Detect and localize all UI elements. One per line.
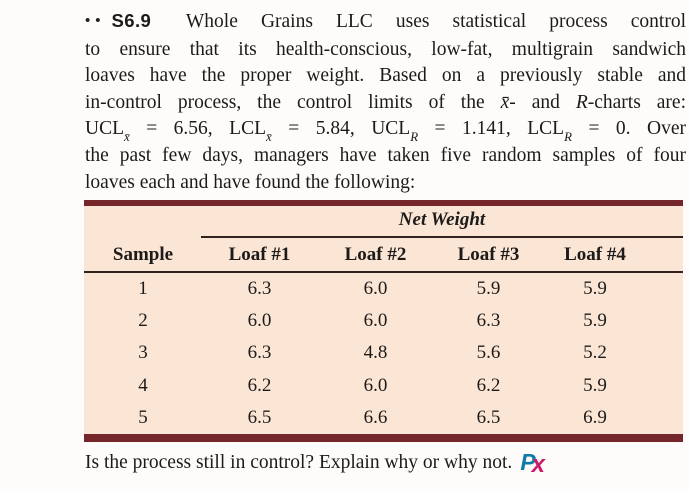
table-cell: 6.3: [247, 278, 272, 300]
table-cell: 6.9: [583, 406, 607, 428]
px-icon-p: P: [520, 449, 536, 475]
table-cell: 3: [138, 342, 148, 364]
table-cell: 4.8: [363, 342, 388, 364]
problem-line-2: to ensure that its health-conscious, low…: [85, 38, 686, 60]
problem-text: Over: [647, 118, 687, 140]
table-cell: 6.2: [476, 374, 501, 396]
column-header-loaf4: Loaf #4: [564, 243, 626, 265]
r-subscript: R: [564, 130, 572, 145]
problem-line-6: the past few days, managers have taken f…: [85, 144, 686, 166]
table-cell: 6.0: [247, 310, 272, 332]
r-symbol: R: [575, 91, 588, 113]
group-header-net-weight: Net Weight: [398, 209, 486, 230]
problem-number: S6.9: [111, 10, 152, 31]
problem-statement: •• S6.9 Whole Grains LLC uses statistical…: [85, 8, 686, 196]
table-cell: 6.0: [363, 310, 388, 332]
table-row: 1 6.3 6.0 5.9 5.9: [84, 273, 683, 305]
table-bottom-border: [84, 433, 683, 442]
table-cell: 6.3: [247, 342, 272, 364]
lcl-r-value: = 0.: [588, 118, 631, 140]
table-row: 3 6.3 4.8 5.6 5.2: [84, 337, 683, 369]
problem-line-1: •• S6.9 Whole Grains LLC uses statistical…: [85, 8, 686, 37]
table-cell: 5.9: [583, 310, 607, 332]
table-row: 5 6.5 6.6 6.5 6.9: [84, 402, 683, 434]
lcl-r-label: LCL: [527, 118, 565, 140]
px-icon-x: x: [531, 451, 546, 478]
question-text: Is the process still in control? Explain…: [85, 452, 513, 473]
table-cell: 5.9: [476, 278, 501, 300]
table-cell: 1: [138, 278, 148, 300]
table-cell: 6.0: [363, 374, 388, 396]
table-cell: 5.6: [476, 342, 501, 364]
ucl-xbar-label: UCL: [85, 118, 124, 140]
problem-line-7: loaves each and have found the following…: [85, 171, 416, 193]
lcl-xbar-value: = 5.84,: [288, 118, 355, 140]
column-header-sample: Sample: [112, 243, 174, 265]
difficulty-dots-icon: ••: [85, 12, 106, 29]
table-top-border: [84, 200, 683, 206]
table-cell: 6.5: [247, 406, 272, 428]
problem-line-3: loaves have the proper weight. Based on …: [85, 65, 686, 87]
table-cell: 6.3: [476, 310, 501, 332]
table-cell: 5: [138, 406, 148, 428]
table-cell: 6.5: [476, 406, 501, 428]
table-row: 2 6.0 6.0 6.3 5.9: [84, 305, 683, 337]
group-header-row: Net Weight: [84, 206, 683, 238]
table-cell: 5.9: [583, 278, 607, 300]
net-weight-table: Net Weight Sample Loaf #1 Loaf #2 Loaf #…: [84, 200, 683, 442]
problem-text: Whole Grains LLC uses statistical proces…: [185, 11, 686, 32]
table-cell: 5.9: [583, 374, 607, 396]
table-row: 4 6.2 6.0 6.2 5.9: [84, 370, 683, 402]
problem-text: -charts are:: [587, 91, 686, 113]
problem-line-4: in-control process, the control limits o…: [85, 90, 686, 117]
ucl-xbar-value: = 6.56,: [146, 118, 213, 140]
lcl-xbar-label: LCL: [229, 118, 267, 140]
column-header-loaf2: Loaf #2: [344, 243, 407, 265]
table-cell: 6.0: [363, 278, 388, 300]
r-subscript: R: [410, 130, 419, 145]
xbar-subscript: x̄: [124, 130, 130, 145]
column-header-loaf1: Loaf #1: [228, 243, 291, 265]
problem-text: in-control process, the control limits o…: [85, 91, 485, 113]
px-software-icon: Px: [520, 449, 546, 478]
table-cell: 2: [138, 310, 148, 332]
table-cell: 6.2: [247, 374, 272, 396]
ucl-r-label: UCL: [371, 118, 411, 140]
table-header-row: Sample Loaf #1 Loaf #2 Loaf #3 Loaf #4: [84, 238, 683, 273]
ucl-r-value: = 1.141,: [434, 118, 511, 140]
question-line: Is the process still in control? Explain…: [85, 447, 685, 478]
group-header-rule: [201, 236, 683, 238]
table-cell: 6.6: [363, 406, 388, 428]
problem-text: - and: [509, 91, 560, 113]
table-body: Net Weight Sample Loaf #1 Loaf #2 Loaf #…: [84, 206, 683, 434]
xbar-subscript: x̄: [266, 130, 272, 145]
problem-line-5: UCLx̄ = 6.56, LCLx̄ = 5.84, UCLR = 1.141…: [85, 116, 686, 143]
xbar-symbol: x̄: [500, 91, 510, 113]
column-header-loaf3: Loaf #3: [457, 243, 520, 265]
table-cell: 5.2: [583, 342, 607, 364]
table-cell: 4: [138, 374, 148, 396]
